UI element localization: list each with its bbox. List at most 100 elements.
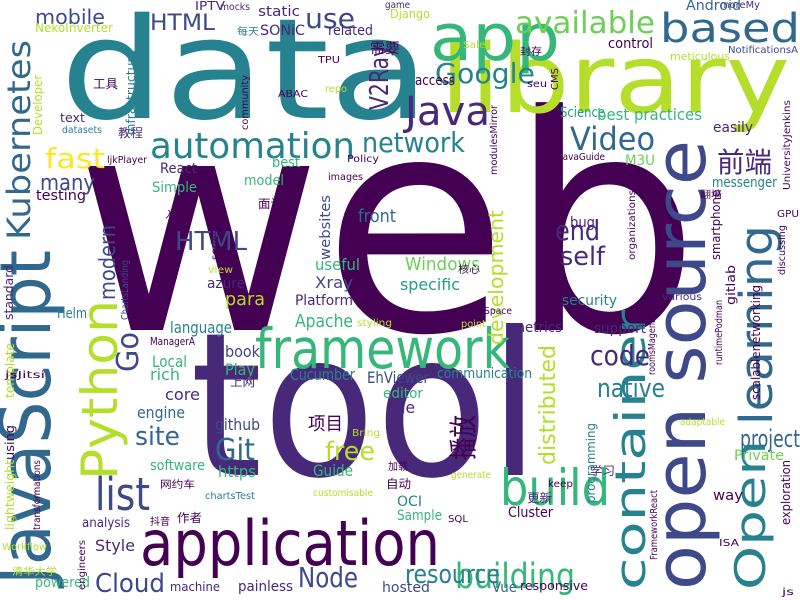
word: js <box>781 587 795 598</box>
word: language <box>170 318 232 337</box>
word: 封存 <box>520 45 542 58</box>
word: React <box>160 161 197 177</box>
word: bug <box>570 215 595 231</box>
word: modulesMirror <box>489 104 500 175</box>
word: 翻墙 <box>700 188 722 201</box>
word: Cluster <box>508 505 553 521</box>
word: Android <box>686 0 741 14</box>
word: lightweight <box>3 460 17 530</box>
word: Science <box>560 105 605 121</box>
word: development <box>484 210 508 345</box>
word: NotificationsA <box>728 45 798 56</box>
word: customisable <box>313 488 373 499</box>
word: 面试 <box>258 196 283 211</box>
word: 清华大学 <box>12 565 57 578</box>
word: metrics <box>512 320 562 336</box>
word: mocks <box>220 2 250 13</box>
word: 作者 <box>177 511 202 525</box>
word: code <box>590 339 650 372</box>
word: powered <box>35 575 90 591</box>
word: OCI <box>397 494 422 510</box>
word: 工具 <box>93 77 118 91</box>
word: best practices <box>597 105 702 124</box>
word: transformations <box>32 460 43 530</box>
word: programming <box>584 423 598 503</box>
word: open source <box>640 140 722 590</box>
word: HTML <box>150 11 216 36</box>
word: 项目 <box>308 414 343 435</box>
word: analysis <box>82 516 130 531</box>
word: FrameworkReact <box>649 490 660 560</box>
word: painless <box>238 579 293 595</box>
word: template <box>3 343 17 398</box>
word: framework <box>255 317 510 381</box>
word: Java <box>402 89 490 135</box>
word: building <box>455 557 575 597</box>
word: IETF <box>360 190 385 201</box>
word: Kubernetes <box>0 40 38 240</box>
word: access <box>415 73 455 89</box>
word: easily <box>713 120 753 136</box>
word: Vue <box>492 580 517 596</box>
word: 学习 <box>590 463 615 478</box>
word: Private <box>734 448 784 464</box>
word: ISA <box>719 538 739 549</box>
word: app <box>430 1 560 76</box>
word: end <box>555 214 600 247</box>
word: Bring <box>352 428 380 439</box>
word: rich <box>150 365 180 384</box>
word: modern <box>96 225 121 300</box>
word: ChartsLanding <box>120 260 131 320</box>
word: 加载 <box>388 461 408 473</box>
word: https <box>218 462 256 481</box>
word: moreMy <box>720 0 760 11</box>
word: mobile <box>35 5 105 29</box>
word: roomsMagento <box>647 315 658 375</box>
word: 网约车 <box>160 478 195 491</box>
word: 前端 <box>717 146 772 179</box>
word: self <box>560 242 606 272</box>
word: static <box>258 4 300 20</box>
word: based <box>660 6 800 52</box>
word: security <box>562 293 617 309</box>
word: responsive <box>520 579 588 593</box>
word: UniversityJenkins <box>782 100 793 190</box>
word: resource <box>405 560 500 590</box>
word: Go <box>111 332 146 372</box>
word: related <box>328 23 373 39</box>
word: engineers <box>77 540 88 590</box>
word: Sales <box>463 40 491 51</box>
word: text <box>60 111 85 125</box>
word: project <box>740 425 800 453</box>
word: CMS <box>550 68 561 90</box>
word: EhViewer <box>367 368 429 387</box>
word: available <box>515 6 655 41</box>
word: github <box>215 415 260 434</box>
word: 每天 <box>237 25 259 38</box>
word: learning <box>730 225 783 425</box>
word: organizations <box>627 190 638 260</box>
word: Google <box>435 57 535 90</box>
word: discussing <box>777 225 788 275</box>
word: meticulous <box>670 50 730 63</box>
word: Django <box>390 7 430 21</box>
word: native <box>597 374 665 404</box>
word: TPU <box>317 55 340 66</box>
word: scalablenetworking <box>749 285 763 400</box>
word: Windows <box>405 254 480 275</box>
word: model <box>244 173 284 189</box>
word: automation <box>150 126 355 167</box>
word: web <box>75 52 700 401</box>
word: jsJitsi <box>3 370 45 381</box>
word: series <box>210 230 221 260</box>
word: 自动 <box>386 477 411 491</box>
word: view <box>208 265 233 276</box>
word: Git <box>215 433 255 468</box>
word: Play <box>225 360 255 379</box>
word: ABAC <box>278 89 308 100</box>
word: use <box>305 2 355 35</box>
word: useful <box>315 255 360 274</box>
word: Xray <box>315 273 353 292</box>
word: 上网 <box>230 375 255 389</box>
word: Open <box>726 440 775 590</box>
